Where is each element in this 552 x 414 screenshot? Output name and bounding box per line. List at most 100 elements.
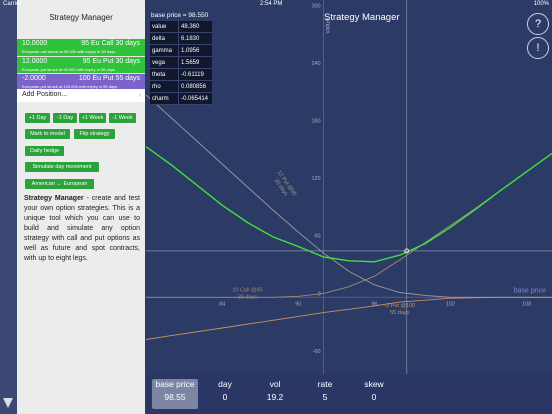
greek-value: -0.065414	[178, 92, 212, 105]
position-name: 95 Eu Put 30 days	[82, 58, 140, 65]
x-tick-label: 84	[219, 301, 225, 307]
greeks-row: delta 6.1830	[150, 32, 212, 45]
greek-name: gamma	[150, 44, 179, 57]
greek-name: delta	[150, 32, 179, 45]
base-price-field[interactable]: base price 98.55	[152, 379, 198, 409]
greeks-row: value 48.360	[150, 21, 212, 33]
field-value: 19.2	[266, 392, 284, 402]
leg-payoff-line	[146, 296, 552, 340]
skew-field[interactable]: skew 0	[351, 379, 397, 409]
daily-hedge-button[interactable]: Daily hedge	[25, 146, 64, 156]
sidebar-title: Strategy Manager	[49, 13, 113, 22]
position-quantity: -2.0000	[22, 75, 46, 82]
greek-value: 48.360	[178, 21, 212, 33]
minus-1-day-button[interactable]: -1 Day	[53, 113, 77, 123]
parameter-bar: base price 98.55 day 0 vol 19.2 rate 5 s…	[146, 374, 552, 414]
help-button[interactable]: ?	[527, 13, 549, 35]
y-tick-label: 180	[311, 119, 320, 125]
field-label: vol	[269, 379, 281, 389]
greek-value: -0.61119	[178, 68, 212, 81]
battery-indicator: 100%	[533, 1, 549, 7]
position-quantity: 12.0000	[22, 58, 48, 65]
help-title: Strategy Manager	[24, 195, 84, 202]
left-edge-strip	[0, 0, 17, 414]
add-position-button[interactable]: Add Position... ›	[17, 89, 145, 102]
curve-label: -2 Put @100	[384, 303, 415, 309]
greek-value: 6.1830	[178, 32, 212, 45]
collapse-triangle-icon[interactable]	[3, 398, 13, 408]
minus-1-week-button[interactable]: -1 Week	[109, 113, 136, 123]
y-tick-label: 60	[315, 234, 321, 240]
greeks-row: gamma 1.0956	[150, 44, 212, 57]
leg-payoff-line	[146, 153, 552, 298]
greeks-table: value 48.360 delta 6.1830 gamma 1.0956 vega…	[150, 21, 212, 105]
greek-name: rho	[150, 80, 179, 93]
field-value: 0	[222, 392, 228, 402]
rate-field[interactable]: rate 5	[302, 379, 348, 409]
field-value: 5	[322, 392, 328, 402]
x-tick-label: 96	[371, 301, 377, 307]
alert-button[interactable]: !	[527, 37, 549, 59]
flip-strategy-button[interactable]: Flip strategy	[74, 129, 115, 139]
field-label: day	[218, 379, 232, 389]
position-description: European put struck at 100.000 with expi…	[22, 84, 118, 89]
field-value: 0	[371, 392, 377, 402]
clock: 2:54 PM	[260, 1, 283, 7]
greeks-panel: base price = 98.550 value 48.360 delta 6.1…	[150, 10, 212, 105]
mark-to-model-button[interactable]: Mark to model	[25, 129, 70, 139]
curve-label-sub: 55 days	[390, 310, 410, 316]
plus-1-week-button[interactable]: +1 Week	[79, 113, 106, 123]
x-tick-label: 108	[522, 301, 531, 307]
field-label: base price	[155, 379, 195, 389]
y-tick-label: 120	[311, 176, 320, 182]
american-european-button[interactable]: American ↔ European	[25, 179, 94, 189]
greek-name: theta	[150, 68, 179, 81]
greeks-row: charm -0.065414	[150, 92, 212, 105]
simulate-day-movement-button[interactable]: Simulate day movement	[25, 162, 99, 172]
greek-name: value	[150, 21, 179, 33]
position-row[interactable]: 12.0000 95 Eu Put 30 days European put s…	[17, 56, 145, 74]
page-title: Strategy Manager	[324, 12, 400, 23]
greek-name: vega	[150, 56, 179, 69]
position-row[interactable]: 10.0000 95 Eu Call 30 days European call…	[17, 39, 145, 56]
position-description: European put struck at 95.000 with expir…	[22, 67, 115, 72]
carrier-label: Carrier	[3, 1, 22, 7]
x-axis-label: base price	[514, 287, 546, 294]
greek-value: 1.0956	[178, 44, 212, 57]
x-tick-label: 102	[446, 301, 455, 307]
position-row[interactable]: -2.0000 100 Eu Put 55 days European put …	[17, 73, 145, 91]
x-tick-label: 90	[295, 301, 301, 307]
greeks-row: rho 0.080856	[150, 80, 212, 93]
y-tick-label: 240	[311, 61, 320, 67]
position-description: European call struck at 95.000 with expi…	[22, 49, 116, 54]
y-tick-label: -60	[313, 349, 321, 355]
status-bar: Carrier 2:54 PM 100%	[0, 0, 552, 9]
field-value: 98.55	[164, 392, 186, 402]
chevron-right-icon: ›	[138, 90, 141, 99]
crosshair-marker	[404, 248, 410, 254]
vol-field[interactable]: vol 19.2	[252, 379, 298, 409]
day-field[interactable]: day 0	[202, 379, 248, 409]
help-text: Strategy Manager - create and test your …	[24, 194, 140, 264]
y-axis-label: value	[325, 18, 332, 34]
y-tick-label: 300	[311, 4, 320, 10]
add-position-label: Add Position...	[22, 91, 68, 98]
help-body: - create and test your own option strate…	[24, 195, 140, 262]
greek-value: 0.080856	[178, 80, 212, 93]
greek-value: 1.5659	[178, 56, 212, 69]
plus-1-day-button[interactable]: +1 Day	[25, 113, 50, 123]
curve-label: 10 Call @95	[232, 288, 262, 294]
payoff-chart-area[interactable]: -60 0 60 120 180 240 300 84 90 96 102 108 value base …	[146, 0, 552, 374]
position-name: 95 Eu Call 30 days	[81, 40, 140, 47]
greek-name: charm	[150, 92, 179, 105]
field-label: skew	[364, 379, 384, 389]
position-name: 100 Eu Put 55 days	[78, 75, 140, 82]
position-quantity: 10.0000	[22, 40, 48, 47]
curve-label-sub: 30 days	[238, 295, 258, 301]
field-label: rate	[317, 379, 333, 389]
leg-payoff-line	[146, 94, 552, 298]
greeks-row: theta -0.61119	[150, 68, 212, 81]
greeks-row: vega 1.5659	[150, 56, 212, 69]
greeks-header: base price = 98.550	[151, 12, 209, 19]
